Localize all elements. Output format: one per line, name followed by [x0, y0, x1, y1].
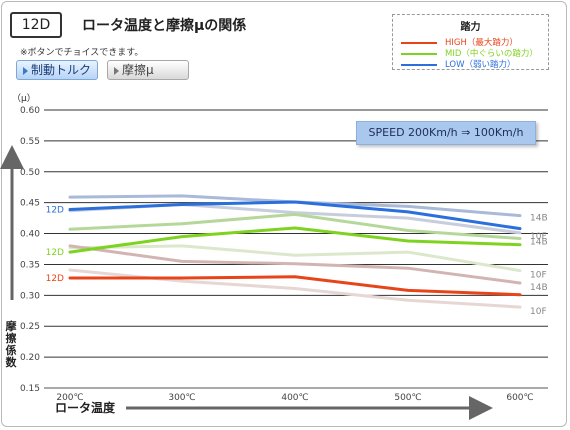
y-axis-unit: （μ）: [12, 93, 36, 104]
y-axis-label-char: 係: [6, 343, 17, 357]
series-line-low-12d: [68, 200, 522, 231]
series-end-label: 14B: [530, 283, 548, 293]
y-axis-label-char: 数: [6, 355, 18, 369]
y-tick-label: 0.15: [20, 384, 40, 394]
speed-condition-label: SPEED 200Km/h ⇒ 100Km/h: [356, 121, 536, 145]
x-tick-label: 600℃: [506, 393, 533, 403]
legend: 踏力 HIGH（最大踏力） MID（中ぐらいの踏力） LOW（弱い踏力）: [392, 14, 549, 70]
series-end-label: 14B: [530, 214, 548, 224]
series-start-label: 12D: [46, 274, 64, 284]
x-axis-label: ロータ温度: [55, 400, 116, 415]
y-tick-label: 0.35: [20, 260, 40, 270]
page-title: ロータ温度と摩擦μの関係: [82, 18, 247, 34]
series-end-label: 10F: [530, 232, 547, 242]
series-lines: [68, 194, 522, 309]
y-tick-label: 0.55: [20, 137, 40, 147]
x-tick-label: 300℃: [168, 393, 195, 403]
series-line-mid-12d: [68, 226, 522, 254]
y-tick-label: 0.60: [20, 106, 40, 116]
series-line-mid-10f: [68, 244, 522, 273]
y-tick-label: 0.50: [20, 168, 40, 178]
product-badge: 12D: [10, 12, 62, 38]
series-line-high-14b: [68, 244, 522, 285]
legend-swatch: [401, 42, 437, 44]
instruction-note: ※ボタンでチョイスできます。: [20, 48, 144, 58]
series-line-mid-14b: [68, 212, 522, 240]
y-axis-label-char: 擦: [6, 331, 17, 345]
series-start-label: 12D: [46, 205, 64, 215]
legend-label: MID（中ぐらいの踏力）: [445, 49, 538, 59]
legend-label: LOW（弱い踏力）: [445, 60, 516, 70]
legend-title: 踏力: [460, 22, 481, 33]
x-tick-labels: 200℃ 300℃ 400℃ 500℃ 600℃: [56, 393, 533, 403]
y-tick-label: 0.30: [20, 291, 40, 301]
series-start-labels: 12D 12D 12D: [46, 205, 64, 284]
legend-swatch: [401, 53, 437, 55]
series-start-label: 12D: [46, 248, 64, 258]
y-axis-label-char: 摩: [6, 319, 18, 333]
series-line-high-12d: [68, 275, 522, 297]
legend-label: HIGH（最大踏力）: [445, 38, 518, 48]
y-tick-label: 0.45: [20, 199, 40, 209]
series-end-label: 14B: [530, 237, 548, 247]
y-tick-labels: 0.15 0.20 0.25 0.30 0.35 0.40 0.45 0.50 0.55 0.60: [20, 106, 40, 394]
x-tick-label: 400℃: [281, 393, 308, 403]
x-tick-label: 200℃: [56, 393, 83, 403]
grid-lines: [44, 109, 548, 389]
y-tick-label: 0.25: [20, 322, 40, 332]
y-tick-label: 0.20: [20, 353, 40, 363]
friction-mu-button[interactable]: 摩擦μ: [107, 60, 189, 80]
button-label: 制動トルク: [31, 63, 92, 77]
series-end-label: 10F: [530, 271, 547, 281]
play-arrow-icon: [23, 67, 28, 75]
series-end-label: 10F: [530, 307, 547, 317]
y-tick-label: 0.40: [20, 230, 40, 240]
button-label: 摩擦μ: [122, 63, 154, 77]
legend-swatch: [401, 64, 437, 66]
x-tick-label: 500℃: [394, 393, 421, 403]
play-arrow-icon: [114, 67, 119, 75]
braking-torque-button[interactable]: 制動トルク: [16, 60, 98, 80]
